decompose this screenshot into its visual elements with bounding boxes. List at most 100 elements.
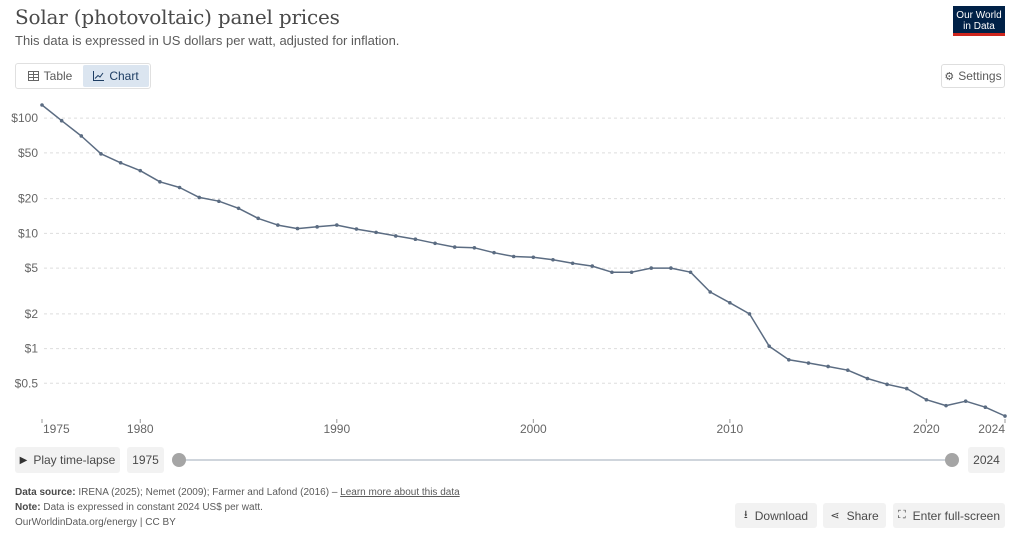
share-label: Share xyxy=(846,508,879,523)
fullscreen-button[interactable]: ⛶ Enter full-screen xyxy=(893,503,1005,528)
share-button[interactable]: ⋖ Share xyxy=(823,503,886,528)
settings-label: Settings xyxy=(958,69,1002,83)
data-point xyxy=(629,270,634,275)
settings-button[interactable]: ⚙ Settings xyxy=(941,64,1005,88)
x-tick-label: 2020 xyxy=(913,422,940,436)
learn-more-link[interactable]: Learn more about this data xyxy=(340,487,460,498)
owid-logo[interactable]: Our World in Data xyxy=(953,6,1005,36)
fullscreen-label: Enter full-screen xyxy=(912,508,1001,523)
start-year-box[interactable]: 1975 xyxy=(127,447,164,473)
series-layer xyxy=(40,103,1007,418)
data-point xyxy=(1003,414,1007,418)
data-point xyxy=(256,216,260,221)
y-tick-label: $20 xyxy=(18,192,38,206)
source-label: Data source: xyxy=(15,487,76,498)
data-point xyxy=(276,223,280,227)
data-point xyxy=(118,160,123,165)
data-point xyxy=(40,103,44,107)
y-tick-label: $10 xyxy=(18,226,38,240)
data-point xyxy=(944,403,948,408)
x-tick-label: 1990 xyxy=(323,422,350,436)
data-point xyxy=(452,245,457,249)
data-point xyxy=(354,227,359,231)
page-title: Solar (photovoltaic) panel prices xyxy=(15,5,340,29)
y-axis-ticks: $0.5 $1 $2 $5 $10 $20 $50 $100 xyxy=(11,111,38,390)
data-point xyxy=(472,245,477,250)
tab-chart-label: Chart xyxy=(109,69,139,83)
data-point xyxy=(334,223,339,227)
note-line: Note: Data is expressed in constant 2024… xyxy=(15,500,460,515)
data-point xyxy=(511,254,516,259)
y-tick-label: $50 xyxy=(18,146,38,160)
y-tick-label: $5 xyxy=(25,261,39,275)
data-point xyxy=(649,266,654,270)
logo-line-1: Our World xyxy=(956,10,1002,21)
play-timelapse-button[interactable]: ▶ Play time-lapse xyxy=(15,447,120,473)
download-icon: ⭳ xyxy=(743,509,748,521)
data-point xyxy=(59,118,64,123)
data-point xyxy=(295,226,300,231)
gear-icon: ⚙ xyxy=(944,70,955,83)
data-point xyxy=(492,250,496,255)
data-source-line: Data source: IRENA (2025); Nemet (2009);… xyxy=(15,485,460,500)
data-point xyxy=(688,270,693,275)
y-tick-label: $1 xyxy=(25,342,39,356)
x-axis-ticks: 1975 1980 1990 2000 2010 2020 2024 xyxy=(41,419,1006,436)
data-point xyxy=(924,397,929,402)
x-tick-label: 2024 xyxy=(978,422,1005,436)
data-point xyxy=(787,357,791,362)
line-chart-icon xyxy=(93,71,105,81)
download-button[interactable]: ⭳ Download xyxy=(735,503,817,528)
tab-table[interactable]: Table xyxy=(17,65,83,87)
tab-chart[interactable]: Chart xyxy=(83,65,149,87)
data-point xyxy=(983,405,988,410)
data-point xyxy=(236,206,241,211)
x-tick-label: 2010 xyxy=(717,422,744,436)
tab-table-label: Table xyxy=(43,69,73,83)
data-point xyxy=(551,257,555,262)
timeline-start-handle[interactable] xyxy=(172,453,186,467)
timeline-end-handle[interactable] xyxy=(945,453,959,467)
data-point xyxy=(197,195,202,200)
y-tick-label: $0.5 xyxy=(15,376,39,390)
source-text: IRENA (2025); Nemet (2009); Farmer and L… xyxy=(75,487,341,498)
download-label: Download xyxy=(754,508,809,523)
data-point xyxy=(374,230,378,235)
fullscreen-icon: ⛶ xyxy=(897,509,906,521)
y-tick-label: $100 xyxy=(11,111,38,125)
data-point xyxy=(865,376,870,381)
chart-footer: Data source: IRENA (2025); Nemet (2009);… xyxy=(15,485,460,530)
data-point xyxy=(747,312,752,316)
note-text: Data is expressed in constant 2024 US$ p… xyxy=(40,502,263,513)
data-point xyxy=(845,368,850,372)
data-point xyxy=(728,300,732,305)
data-point xyxy=(590,264,595,268)
note-label: Note: xyxy=(15,502,41,513)
play-icon: ▶ xyxy=(19,454,28,466)
data-point xyxy=(217,199,221,204)
data-point xyxy=(99,152,103,156)
data-point xyxy=(826,364,830,369)
grid-layer xyxy=(44,117,1005,384)
data-point xyxy=(531,255,536,260)
data-point xyxy=(393,234,398,238)
data-point xyxy=(177,185,182,190)
data-point xyxy=(433,241,437,246)
data-point xyxy=(315,225,319,229)
data-point xyxy=(669,266,673,270)
url-license[interactable]: OurWorldinData.org/energy | CC BY xyxy=(15,517,176,528)
x-tick-label: 2000 xyxy=(520,422,547,436)
line-chart: $0.5 $1 $2 $5 $10 $20 $50 $100 1975 1980 1990 2000… xyxy=(11,103,1007,436)
data-point xyxy=(767,344,771,348)
play-label: Play time-lapse xyxy=(33,453,116,467)
data-point xyxy=(806,361,811,365)
view-tabs: Table Chart xyxy=(15,63,151,89)
data-point xyxy=(963,399,968,403)
timeline-track[interactable] xyxy=(179,459,952,461)
page-subtitle: This data is expressed in US dollars per… xyxy=(15,33,400,48)
table-icon xyxy=(27,71,39,81)
data-point xyxy=(413,237,418,242)
x-tick-label: 1980 xyxy=(127,422,154,436)
y-tick-label: $2 xyxy=(25,307,39,321)
end-year-box[interactable]: 2024 xyxy=(968,447,1005,473)
